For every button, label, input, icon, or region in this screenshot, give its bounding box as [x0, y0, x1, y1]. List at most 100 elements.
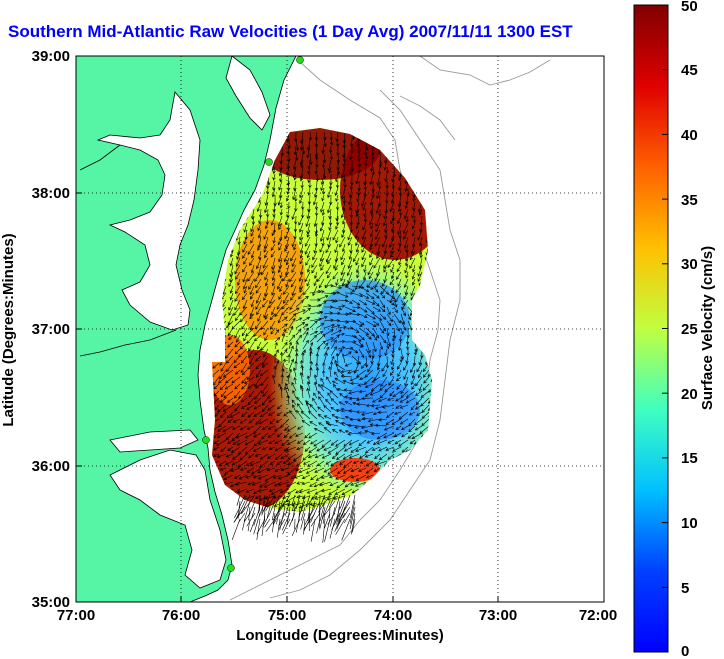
velocity-arrow [417, 271, 423, 282]
velocity-arrow [397, 222, 402, 236]
velocity-arrow [257, 243, 262, 251]
velocity-arrow [254, 320, 262, 330]
velocity-arrow [250, 236, 255, 244]
velocity-arrow [251, 481, 262, 486]
velocity-arrow [295, 467, 304, 472]
velocity-arrow [374, 423, 388, 428]
velocity-arrow [412, 264, 416, 273]
velocity-arrow [351, 292, 364, 298]
velocity-arrow [301, 474, 311, 480]
velocity-arrow [274, 439, 283, 444]
velocity-arrow [271, 271, 276, 281]
velocity-arrow [328, 488, 339, 495]
velocity-arrow [349, 506, 356, 530]
velocity-arrow [266, 180, 270, 190]
velocity-arrow [319, 250, 325, 262]
velocity-arrow [395, 425, 402, 431]
velocity-arrow [327, 495, 339, 501]
velocity-arrow [370, 404, 381, 408]
velocity-arrow [399, 355, 403, 363]
velocity-arrow [313, 243, 318, 254]
velocity-arrow [333, 494, 341, 515]
velocity-arrow [268, 397, 276, 403]
velocity-arrow [343, 388, 353, 392]
velocity-arrow [335, 474, 346, 480]
velocity-arrow [313, 481, 325, 488]
velocity-arrow [276, 404, 283, 410]
velocity-arrow [377, 410, 388, 414]
velocity-arrow [342, 453, 353, 460]
velocity-arrow [253, 334, 262, 342]
velocity-arrow [312, 285, 318, 297]
velocity-arrow [298, 215, 304, 226]
velocity-arrow [273, 365, 277, 378]
velocity-arrow [385, 446, 395, 451]
velocity-arrow [223, 390, 234, 399]
velocity-arrow [266, 467, 276, 472]
velocity-arrow [386, 341, 390, 350]
velocity-arrow [239, 313, 248, 323]
velocity-arrow [355, 446, 367, 452]
velocity-arrow [416, 362, 423, 373]
velocity-arrow [299, 173, 304, 182]
velocity-arrow [335, 180, 340, 189]
velocity-arrow [364, 159, 368, 167]
velocity-arrow [331, 380, 339, 385]
velocity-arrow [261, 432, 269, 440]
velocity-arrow [322, 512, 326, 524]
velocity-arrow [250, 292, 255, 300]
velocity-arrow [243, 236, 248, 245]
velocity-arrow [236, 243, 241, 256]
velocity-arrow [261, 355, 269, 366]
velocity-arrow [253, 411, 262, 417]
velocity-arrow [253, 432, 262, 438]
velocity-arrow [358, 299, 368, 306]
velocity-arrow [354, 481, 367, 487]
velocity-arrow [246, 404, 255, 410]
velocity-arrow [272, 208, 276, 218]
velocity-arrow [375, 460, 388, 466]
velocity-arrow [342, 138, 347, 149]
velocity-arrow [314, 222, 318, 235]
velocity-arrow [342, 474, 353, 483]
velocity-arrow [310, 474, 318, 481]
velocity-arrow [384, 348, 388, 357]
velocity-arrow [324, 518, 331, 542]
velocity-arrow [357, 383, 367, 387]
velocity-arrow [269, 500, 276, 514]
velocity-arrow [350, 381, 360, 386]
velocity-arrow [264, 201, 269, 214]
velocity-arrow [383, 243, 388, 254]
velocity-arrow [349, 417, 360, 422]
velocity-arrow [393, 432, 402, 438]
velocity-arrow [314, 453, 325, 459]
velocity-arrow [337, 312, 350, 316]
velocity-arrow [362, 201, 367, 211]
velocity-arrow [355, 208, 360, 217]
velocity-arrow [389, 369, 395, 376]
velocity-arrow [274, 337, 281, 343]
velocity-arrow [355, 243, 360, 253]
velocity-arrow [218, 418, 227, 428]
velocity-arrow [376, 362, 381, 371]
velocity-arrow [236, 439, 248, 446]
velocity-arrow [305, 467, 318, 474]
velocity-arrow [356, 402, 367, 406]
velocity-arrow [268, 439, 276, 445]
velocity-arrow [340, 264, 346, 276]
velocity-field [212, 128, 432, 512]
velocity-arrow [351, 488, 360, 494]
velocity-arrow [387, 397, 395, 401]
velocity-arrow [247, 481, 255, 486]
velocity-arrow [390, 222, 395, 233]
velocity-arrow [228, 306, 234, 316]
velocity-arrow [251, 215, 256, 225]
velocity-arrow [344, 512, 351, 524]
velocity-arrow [405, 334, 410, 346]
velocity-arrow [224, 467, 234, 475]
velocity-vectors-south [231, 494, 356, 543]
velocity-arrow [227, 313, 234, 326]
velocity-arrow [372, 285, 379, 293]
velocity-arrow [335, 201, 340, 211]
velocity-arrow [264, 222, 269, 230]
